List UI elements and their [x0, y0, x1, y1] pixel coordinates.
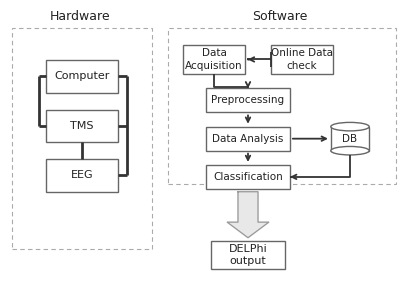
Text: Software: Software: [252, 10, 308, 23]
Text: TMS: TMS: [70, 121, 94, 131]
Text: DB: DB: [342, 134, 358, 144]
FancyBboxPatch shape: [183, 45, 245, 74]
FancyBboxPatch shape: [211, 241, 285, 269]
Text: DELPhi
output: DELPhi output: [229, 243, 267, 266]
FancyBboxPatch shape: [46, 110, 118, 142]
Text: Online Data
check: Online Data check: [271, 48, 333, 71]
Polygon shape: [227, 192, 269, 238]
Ellipse shape: [331, 147, 369, 155]
Text: Data
Acquisition: Data Acquisition: [185, 48, 243, 71]
FancyBboxPatch shape: [206, 127, 290, 151]
Text: EEG: EEG: [71, 170, 93, 181]
Text: Preprocessing: Preprocessing: [212, 95, 284, 106]
Ellipse shape: [331, 122, 369, 131]
FancyBboxPatch shape: [331, 127, 369, 151]
FancyBboxPatch shape: [46, 60, 118, 93]
FancyBboxPatch shape: [46, 159, 118, 192]
FancyBboxPatch shape: [206, 165, 290, 189]
Text: Classification: Classification: [213, 172, 283, 182]
FancyBboxPatch shape: [271, 45, 333, 74]
Text: Computer: Computer: [54, 71, 110, 82]
Text: Hardware: Hardware: [50, 10, 110, 23]
Text: Data Analysis: Data Analysis: [212, 134, 284, 144]
FancyBboxPatch shape: [206, 88, 290, 112]
